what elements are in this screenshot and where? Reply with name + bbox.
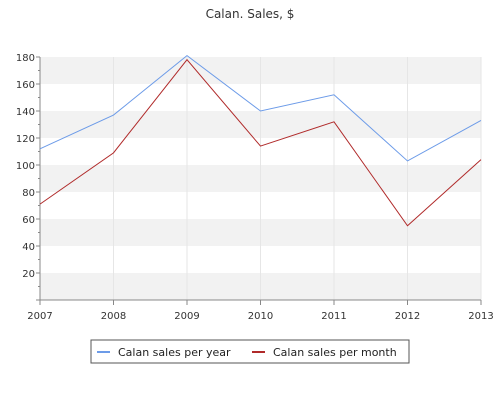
x-tick-label: 2007	[27, 311, 52, 322]
legend-label: Calan sales per month	[273, 346, 397, 359]
x-tick-label: 2013	[468, 311, 493, 322]
y-tick-label: 160	[16, 80, 35, 91]
series-line-2	[39, 58, 482, 227]
x-tick-label: 2008	[101, 311, 126, 322]
vertical-gridlines	[113, 57, 482, 300]
y-tick-label: 120	[16, 134, 35, 145]
x-tick-label: 2012	[395, 311, 420, 322]
y-tick-label: 40	[22, 242, 35, 253]
series-line-1	[39, 55, 482, 162]
y-tick-label: 20	[22, 269, 35, 280]
x-tick-label: 2010	[248, 311, 273, 322]
tick-labels: 20 40 60 80 100 120 140 160 180 2007 2008 2009 2010 2…	[16, 53, 494, 322]
legend: Calan sales per year Calan sales per mont…	[90, 339, 410, 364]
x-tick-label: 2011	[321, 311, 346, 322]
legend-label: Calan sales per year	[118, 346, 231, 359]
series-lines	[39, 55, 482, 227]
y-tick-label: 60	[22, 215, 35, 226]
y-tick-label: 80	[22, 188, 35, 199]
y-tick-label: 180	[16, 53, 35, 64]
x-tick-label: 2009	[174, 311, 199, 322]
legend-box	[90, 339, 410, 364]
chart-title: Calan. Sales, $	[206, 7, 295, 21]
y-tick-label: 100	[16, 161, 35, 172]
y-tick-label: 140	[16, 107, 35, 118]
